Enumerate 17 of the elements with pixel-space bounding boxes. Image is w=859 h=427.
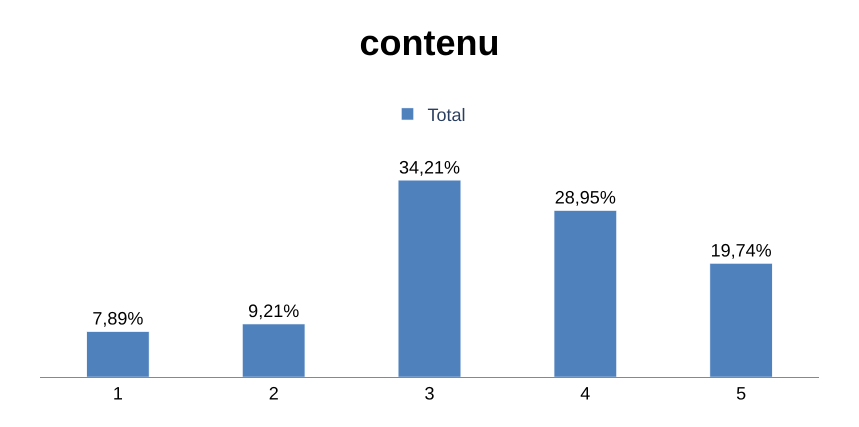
- bar: [710, 263, 773, 377]
- x-tick-label: 3: [424, 384, 435, 404]
- chart-title: contenu: [360, 22, 500, 64]
- bar: [398, 180, 461, 377]
- x-tick-label: 4: [580, 384, 590, 404]
- data-label: 34,21%: [398, 157, 460, 178]
- data-label: 19,74%: [710, 240, 772, 261]
- bar: [86, 331, 150, 377]
- data-label: 7,89%: [92, 308, 144, 329]
- x-tick-label: 5: [736, 384, 746, 404]
- bar: [242, 324, 306, 377]
- legend-label: Total: [428, 104, 466, 125]
- x-tick-label: 2: [268, 384, 279, 404]
- data-label: 28,95%: [554, 188, 616, 208]
- x-tick-label: 1: [112, 384, 123, 404]
- bar: [554, 210, 617, 377]
- data-label: 9,21%: [248, 301, 300, 322]
